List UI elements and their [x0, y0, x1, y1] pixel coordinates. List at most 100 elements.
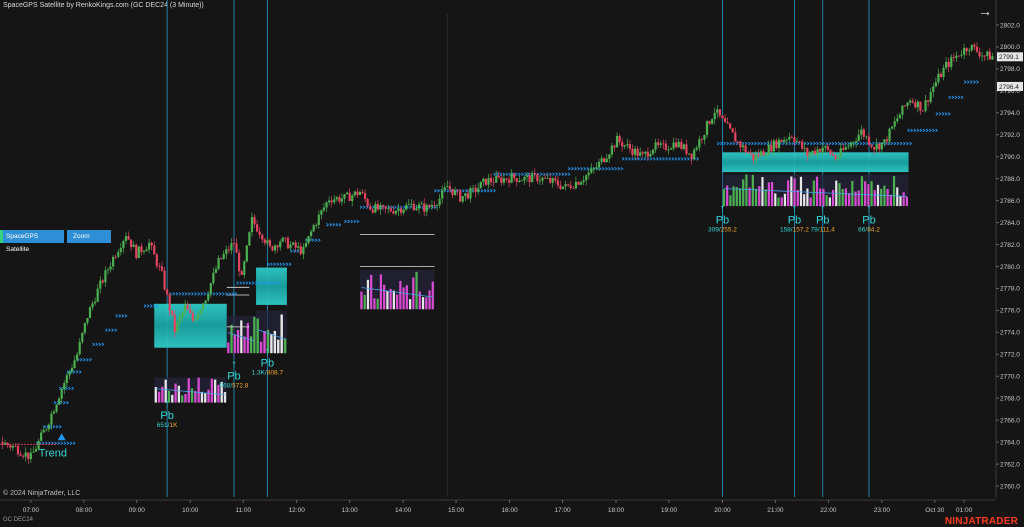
volume-bar: [213, 379, 217, 403]
trend-marker: [621, 157, 625, 161]
candle-body: [603, 158, 606, 162]
volume-bar: [431, 281, 434, 310]
candle-body: [898, 114, 901, 119]
trend-marker: [816, 141, 820, 146]
volume-bar: [848, 193, 851, 207]
trend-marker: [643, 157, 647, 161]
trend-marker: [580, 167, 584, 171]
candle-body: [47, 424, 50, 430]
candle-body: [142, 251, 146, 253]
candle-body: [718, 109, 721, 116]
candle-body: [747, 152, 750, 153]
candle-body: [654, 142, 657, 150]
candle-body: [78, 341, 81, 355]
current-price-tag: [997, 81, 1023, 91]
candle-body: [533, 173, 536, 175]
price-tick-label: 2772.0: [1000, 352, 1020, 359]
trend-marker: [222, 292, 225, 296]
volume-average-line: [361, 287, 433, 298]
trend-marker: [242, 281, 246, 285]
trend-marker: [760, 141, 764, 146]
candle-body: [104, 270, 107, 283]
candle-body: [518, 180, 521, 182]
volume-bar: [777, 197, 780, 207]
candle-body: [263, 239, 266, 244]
candle-body: [613, 145, 616, 148]
volume-bar: [726, 185, 729, 207]
volume-bar: [243, 336, 246, 354]
candle-body: [52, 411, 56, 414]
trend-marker: [390, 205, 394, 209]
candle-body: [939, 73, 943, 77]
time-tick-label: 18:00: [608, 507, 625, 514]
trend-marker: [791, 141, 795, 146]
volume-bar: [376, 298, 379, 310]
candle-body: [181, 312, 184, 317]
candle-body: [867, 136, 871, 145]
candle-body: [811, 150, 814, 154]
candle-body: [358, 191, 362, 196]
trend-marker: [928, 128, 932, 133]
candle-body: [428, 205, 431, 207]
candle-body: [135, 244, 138, 259]
trend-marker: [58, 386, 62, 391]
candle-body: [469, 188, 472, 199]
candle-body: [595, 167, 598, 169]
volume-bar: [831, 189, 835, 207]
candle-body: [921, 110, 925, 112]
time-tick-label: Oct 30: [925, 507, 945, 514]
time-tick-label: 07:00: [23, 507, 40, 514]
candle-body: [250, 216, 254, 233]
candle-body: [857, 134, 860, 141]
candle-body: [29, 452, 32, 460]
trend-marker: [490, 188, 493, 193]
volume-bar: [363, 294, 366, 310]
trend-marker: [935, 112, 939, 116]
trend-marker: [71, 386, 75, 391]
candle-body: [122, 240, 125, 249]
trend-marker: [58, 424, 62, 429]
candle-body: [338, 197, 341, 202]
candle-body: [973, 44, 976, 47]
trend-marker: [785, 141, 789, 146]
volume-bar: [780, 197, 783, 207]
spacegps-satellite-button[interactable]: SpaceGPS Satellite: [0, 230, 64, 253]
candle-body: [40, 432, 43, 441]
trend-marker: [483, 188, 487, 193]
candle-body: [896, 118, 899, 122]
trend-marker: [951, 95, 955, 100]
price-tick-label: 2798.0: [1000, 66, 1020, 73]
candle-body: [176, 321, 179, 332]
candle-body: [70, 368, 74, 372]
time-tick-label: 09:00: [129, 507, 146, 514]
zoom-button[interactable]: Zoom: [67, 230, 111, 243]
candle-body: [651, 149, 655, 154]
candle-body: [507, 179, 511, 183]
arrow-right-icon[interactable]: →: [978, 3, 992, 19]
candle-body: [819, 149, 822, 152]
trend-marker: [396, 205, 400, 209]
candle-body: [471, 187, 475, 189]
volume-bar: [389, 288, 392, 310]
volume-bar: [200, 391, 204, 403]
pullback-stats: 158/157.2: [780, 227, 809, 234]
trend-marker: [57, 441, 61, 445]
candle-body: [554, 178, 557, 181]
candle-body: [356, 191, 359, 196]
price-tick-label: 2802.0: [1000, 22, 1020, 29]
pullback-name: Pb: [261, 357, 274, 369]
candle-body: [477, 188, 480, 193]
candle-body: [109, 266, 112, 270]
candle-body: [155, 254, 158, 267]
candle-body: [536, 174, 539, 182]
volume-bar: [425, 297, 428, 310]
volume-bar: [249, 336, 253, 354]
time-tick-label: 15:00: [448, 507, 465, 514]
trend-marker: [932, 128, 935, 133]
trend-marker: [751, 141, 754, 146]
candle-body: [690, 153, 693, 160]
trend-marker: [446, 188, 450, 193]
candle-body: [515, 178, 518, 182]
candle-body: [209, 283, 212, 295]
